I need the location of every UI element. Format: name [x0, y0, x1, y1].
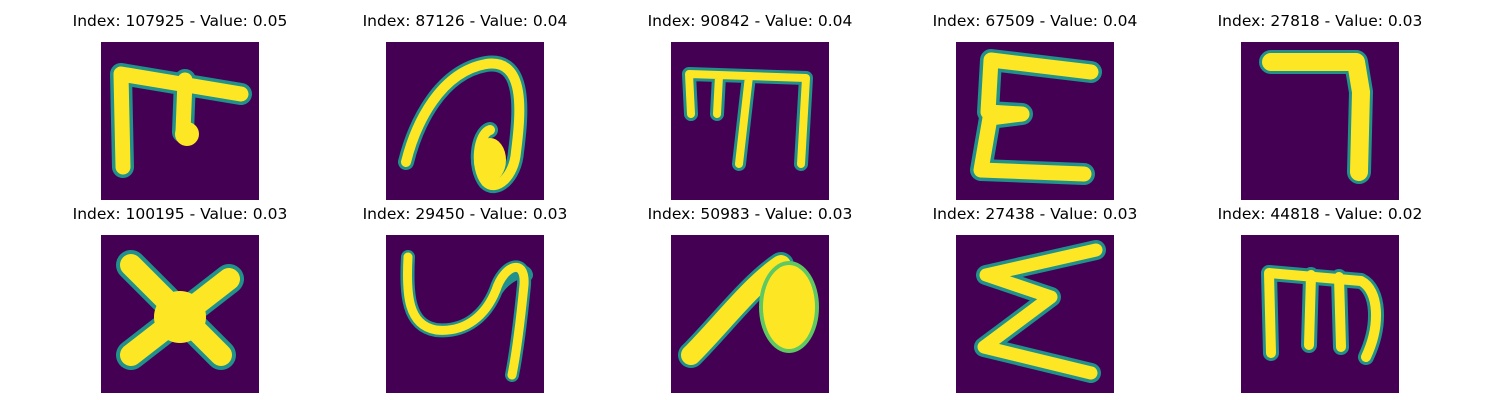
panel-title: Index: 100195 - Value: 0.03 — [35, 201, 325, 227]
glyph-sigma-like — [956, 235, 1114, 393]
panel-50983: Index: 50983 - Value: 0.03 — [605, 201, 895, 391]
glyph-m-rounded — [1241, 235, 1399, 393]
glyph-x-like — [101, 235, 259, 393]
glyph-epsilon-like — [956, 42, 1114, 200]
panel-27818: Index: 27818 - Value: 0.03 — [1175, 8, 1465, 198]
panel-90842: Index: 90842 - Value: 0.04 — [605, 8, 895, 198]
glyph-blob-curve — [671, 235, 829, 393]
panel-67509: Index: 67509 - Value: 0.04 — [890, 8, 1180, 198]
panel-107925: Index: 107925 - Value: 0.05 — [35, 8, 325, 198]
panel-44818: Index: 44818 - Value: 0.02 — [1175, 201, 1465, 391]
glyph-loop-curl — [386, 42, 544, 200]
glyph-m-like — [671, 42, 829, 200]
glyph-pi-like — [101, 42, 259, 200]
panel-title: Index: 44818 - Value: 0.02 — [1175, 201, 1465, 227]
panel-title: Index: 27438 - Value: 0.03 — [890, 201, 1180, 227]
panel-title: Index: 50983 - Value: 0.03 — [605, 201, 895, 227]
glyph-seven-like — [1241, 42, 1399, 200]
panel-title: Index: 90842 - Value: 0.04 — [605, 8, 895, 34]
panel-title: Index: 107925 - Value: 0.05 — [35, 8, 325, 34]
panel-27438: Index: 27438 - Value: 0.03 — [890, 201, 1180, 391]
panel-87126: Index: 87126 - Value: 0.04 — [320, 8, 610, 198]
panel-title: Index: 29450 - Value: 0.03 — [320, 201, 610, 227]
panel-29450: Index: 29450 - Value: 0.03 — [320, 201, 610, 391]
panel-title: Index: 87126 - Value: 0.04 — [320, 8, 610, 34]
panel-100195: Index: 100195 - Value: 0.03 — [35, 201, 325, 391]
glyph-y-like — [386, 235, 544, 393]
panel-title: Index: 67509 - Value: 0.04 — [890, 8, 1180, 34]
panel-title: Index: 27818 - Value: 0.03 — [1175, 8, 1465, 34]
